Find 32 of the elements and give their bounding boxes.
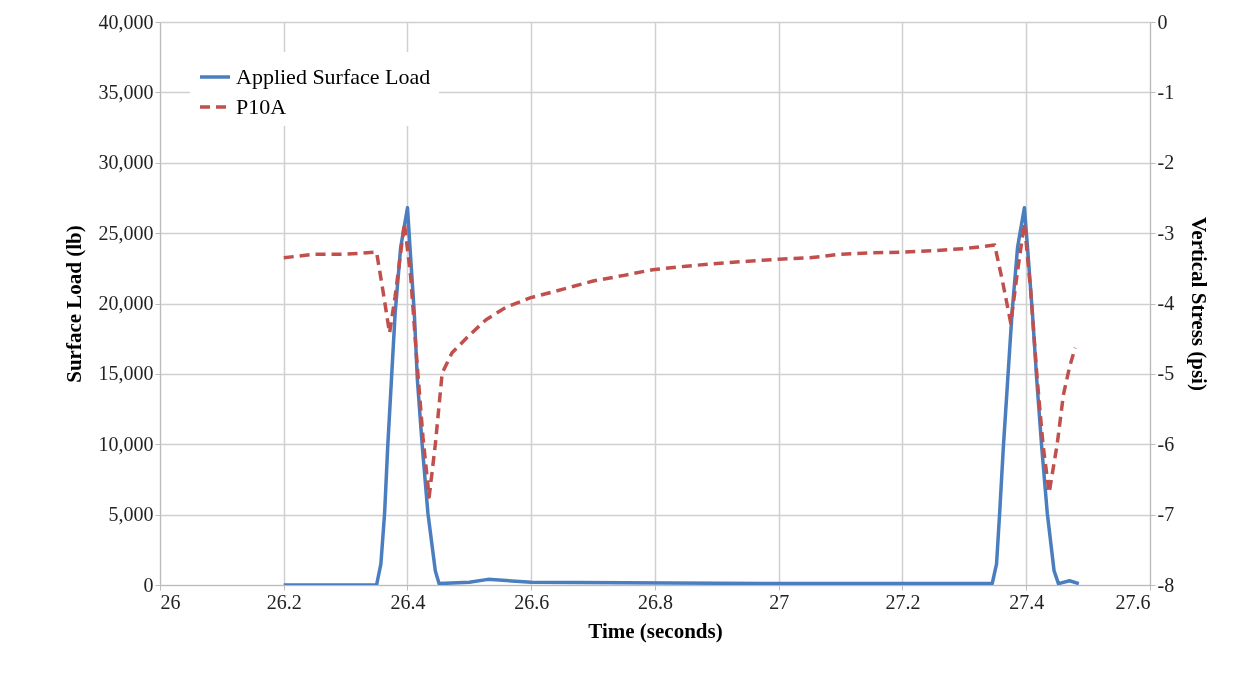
legend-label: P10A: [236, 94, 287, 119]
y-tick-label: 10,000: [98, 432, 154, 455]
x-tick-label: 27.2: [885, 590, 921, 613]
y-tick-label: 15,000: [98, 362, 154, 385]
y2-tick-label: -2: [1157, 151, 1175, 174]
y2-tick-label: -7: [1157, 503, 1175, 526]
x-tick-label: 26.6: [514, 590, 550, 613]
y-tick-label: 25,000: [98, 221, 154, 244]
x-axis-title: Time (seconds): [588, 618, 723, 643]
y2-tick-label: -6: [1157, 432, 1175, 455]
x-tick-label: 27.6: [1115, 590, 1151, 613]
y-tick-label: 0: [143, 573, 154, 596]
y2-tick-label: 0: [1157, 10, 1168, 33]
x-tick-label: 26.4: [390, 590, 426, 613]
x-tick-label: 27.4: [1009, 590, 1045, 613]
y2-tick-label: -8: [1157, 573, 1175, 596]
y2-tick-label: -3: [1157, 221, 1175, 244]
x-tick-label: 26.2: [266, 590, 302, 613]
y-tick-label: 35,000: [98, 80, 154, 103]
y2-tick-label: -1: [1157, 80, 1175, 103]
y-tick-label: 20,000: [98, 292, 154, 314]
y-tick-label: 40,000: [98, 10, 154, 33]
x-tick-label: 27: [769, 590, 790, 613]
y2-tick-label: -4: [1157, 292, 1175, 314]
y-tick-label: 5,000: [108, 503, 154, 526]
legend-label: Applied Surface Load: [236, 64, 431, 89]
x-tick-label: 26.8: [638, 590, 673, 613]
y2-axis-title: Vertical Stress (psi): [1187, 217, 1212, 391]
y2-tick-label: -5: [1157, 362, 1175, 385]
x-tick-label: 26: [160, 590, 181, 613]
y-tick-label: 30,000: [98, 151, 154, 174]
y-axis-title: Surface Load (lb): [61, 225, 86, 383]
